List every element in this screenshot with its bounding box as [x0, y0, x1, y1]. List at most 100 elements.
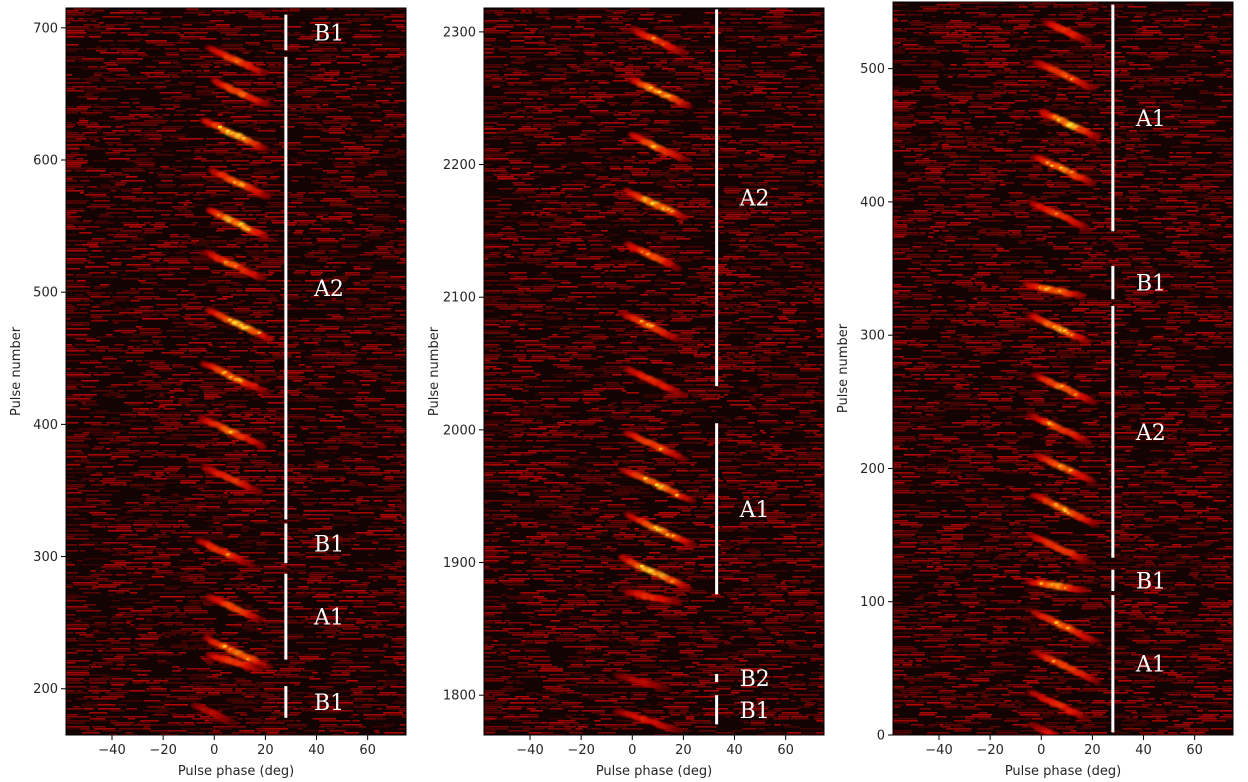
- x-tick-label: −20: [976, 743, 1003, 758]
- y-tick-label: 500: [33, 286, 58, 301]
- x-tick-label: 0: [628, 743, 636, 758]
- mode-label: A1: [1135, 107, 1166, 132]
- drift-band: [618, 310, 682, 343]
- drift-band: [1032, 452, 1097, 485]
- y-tick-label: 1800: [443, 689, 476, 704]
- mode-label: A1: [739, 498, 770, 523]
- x-tick-label: −40: [98, 743, 125, 758]
- drift-band: [204, 45, 270, 76]
- y-axis-label: Pulse number: [9, 326, 24, 416]
- y-tick-label: 2300: [443, 25, 476, 40]
- x-tick-label: −20: [149, 743, 176, 758]
- panel-2: A2 A1 B2 B1 −40 −20 0 20 40 60 1800 1900 2000 2100 220…: [427, 7, 825, 779]
- x-tick-label: −40: [516, 743, 543, 758]
- y-axis-label: Pulse number: [836, 323, 851, 413]
- x-tick-label: 60: [1186, 743, 1203, 758]
- x-tick-label: 0: [210, 743, 218, 758]
- drift-band: [627, 131, 689, 162]
- drift-band: [194, 537, 255, 569]
- x-tick-label: −20: [567, 743, 594, 758]
- drift-band: [199, 360, 271, 396]
- drift-band: [1029, 493, 1100, 526]
- drift-band: [1031, 154, 1097, 186]
- x-tick-label: −40: [925, 743, 952, 758]
- x-tick-label: 20: [1084, 743, 1101, 758]
- mode-label: A2: [739, 187, 770, 212]
- y-tick-label: 0: [877, 729, 885, 744]
- y-tick-label: 100: [860, 595, 885, 610]
- y-tick-label: 2100: [443, 291, 476, 306]
- axes-frame: [483, 7, 825, 736]
- drift-band: [612, 672, 673, 692]
- mode-label: B2: [740, 667, 770, 692]
- y-tick-label: 700: [33, 21, 58, 36]
- drift-band: [207, 167, 272, 199]
- drift-band: [1026, 411, 1092, 445]
- drift-band: [1030, 609, 1100, 644]
- drift-band: [623, 366, 689, 399]
- y-tick-label: 500: [860, 62, 885, 77]
- drift-band: [623, 589, 682, 606]
- drift-band: [623, 511, 698, 548]
- drift-band: [619, 467, 696, 504]
- x-tick-label: 0: [1037, 743, 1045, 758]
- mode-label: A1: [313, 606, 344, 631]
- x-tick-label: 40: [726, 743, 743, 758]
- drift-band: [1031, 372, 1098, 406]
- y-tick-label: 2200: [443, 158, 476, 173]
- drift-band: [1026, 579, 1088, 593]
- drift-band: [210, 77, 271, 107]
- mode-label: A2: [313, 277, 344, 302]
- drift-band: [1041, 19, 1093, 43]
- y-tick-label: 300: [860, 329, 885, 344]
- mode-label: A2: [1135, 421, 1166, 446]
- x-axis-label: Pulse phase (deg): [1005, 764, 1121, 779]
- y-tick-label: 2000: [443, 423, 476, 438]
- x-tick-label: 40: [1135, 743, 1152, 758]
- x-tick-label: 60: [777, 743, 794, 758]
- drift-band: [205, 593, 266, 622]
- drift-band: [1022, 281, 1087, 299]
- mode-label: A1: [1135, 653, 1166, 678]
- y-tick-label: 200: [33, 682, 58, 697]
- mode-label: B1: [1136, 272, 1166, 297]
- drift-band: [1026, 689, 1091, 721]
- drift-band: [200, 118, 270, 151]
- drift-band: [204, 307, 275, 342]
- drift-band: [200, 463, 264, 496]
- panel-1: B1 A2 B1 A1 B1 −40 −20 0 20 40 60 200 300 400 500 600 70…: [9, 7, 407, 779]
- axes-frame: [892, 1, 1234, 736]
- x-axis-label: Pulse phase (deg): [596, 764, 712, 779]
- y-tick-label: 400: [33, 418, 58, 433]
- noise-texture: [66, 8, 406, 735]
- drift-band: [622, 187, 689, 221]
- axes-frame: [65, 7, 407, 736]
- noise-texture: [893, 2, 1233, 735]
- drift-band: [618, 554, 693, 592]
- mode-label: B1: [314, 691, 344, 716]
- y-tick-label: 300: [33, 550, 58, 565]
- x-axis-label: Pulse phase (deg): [178, 764, 294, 779]
- drift-band: [205, 653, 265, 671]
- y-tick-label: 600: [33, 154, 58, 169]
- mode-label: B1: [1136, 569, 1166, 594]
- drift-band: [628, 25, 688, 57]
- y-tick-label: 200: [860, 462, 885, 477]
- drift-bands: [612, 25, 698, 734]
- drift-band: [201, 249, 268, 281]
- drift-band: [1026, 532, 1092, 564]
- drift-band: [628, 76, 693, 110]
- panel-3: A1 B1 A2 B1 A1 −40 −20 0 20 40 60 0 100 200 300 400 500 P…: [836, 1, 1234, 779]
- drift-band: [612, 708, 684, 734]
- drift-band: [1026, 312, 1092, 345]
- drift-band: [623, 241, 682, 272]
- drift-band: [190, 702, 240, 727]
- drift-bands: [1022, 19, 1102, 735]
- mode-label: B1: [314, 22, 344, 47]
- x-tick-label: 60: [359, 743, 376, 758]
- mode-label: B1: [314, 532, 344, 557]
- y-tick-label: 1900: [443, 556, 476, 571]
- y-axis-label: Pulse number: [427, 326, 442, 416]
- x-tick-label: 40: [308, 743, 325, 758]
